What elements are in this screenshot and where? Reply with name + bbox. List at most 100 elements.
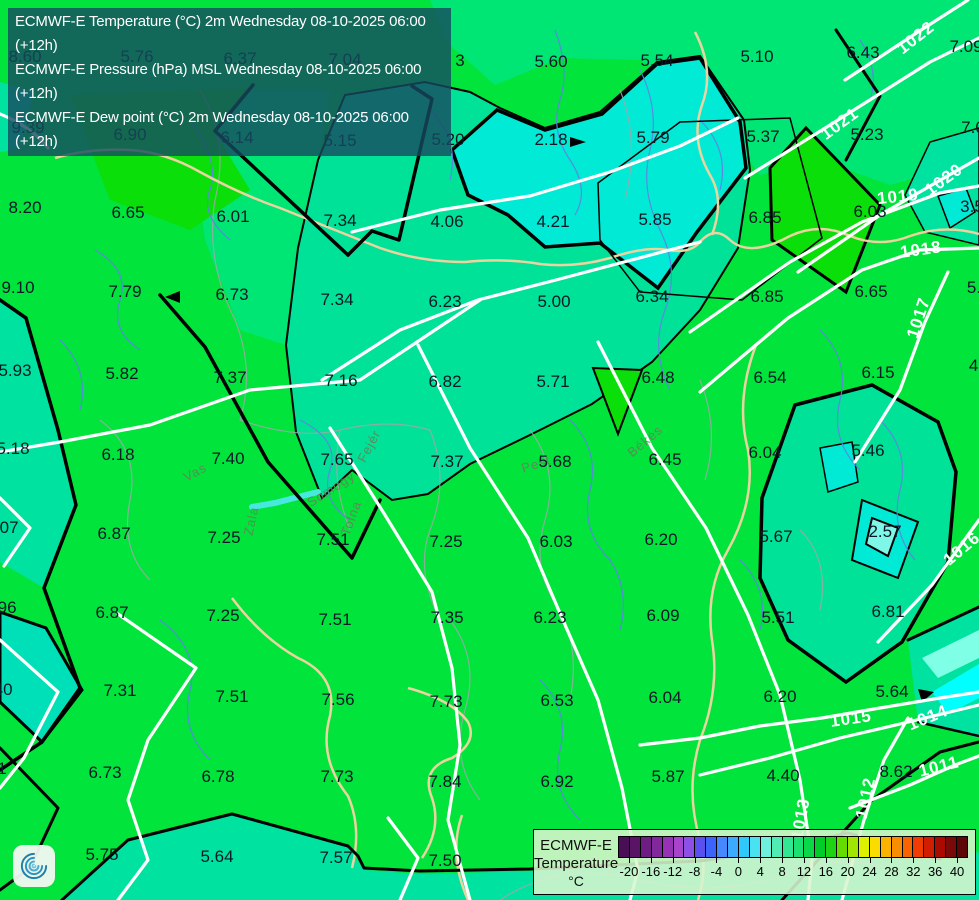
dewpoint-value-label: 7.56 (321, 690, 355, 709)
dewpoint-value-label: 6.87 (95, 603, 129, 622)
dewpoint-value-label: 8.62 (879, 762, 913, 781)
contour-arrows (165, 137, 934, 702)
legend-unit-label: °C (568, 873, 584, 889)
dewpoint-value-label: 7.65 (320, 450, 354, 469)
legend-color-cell (826, 837, 838, 857)
legend-tick-mark (672, 858, 674, 863)
legend-tick-mark (957, 858, 959, 863)
dewpoint-value-label: 1 (0, 759, 7, 778)
dewpoint-value-label: 6.87 (97, 524, 131, 543)
dewpoint-value-label: 3 (455, 51, 465, 70)
dewpoint-value-label: 6.92 (540, 772, 574, 791)
dewpoint-value-label: 7.37 (213, 368, 247, 387)
dewpoint-value-label: 5.67 (759, 527, 793, 546)
legend-color-cell (738, 837, 750, 857)
legend-tick-label: 36 (927, 864, 943, 879)
dewpoint-value-label: 6.73 (88, 763, 122, 782)
dewpoint-value-label: 6.03 (853, 202, 887, 221)
legend-color-cell (815, 837, 827, 857)
dewpoint-value-label: 7.50 (428, 851, 462, 870)
legend-color-cell (924, 837, 936, 857)
dewpoint-value-label: 7.73 (320, 767, 354, 786)
legend-color-cell (782, 837, 794, 857)
legend-tick-label: -8 (688, 864, 701, 879)
dewpoint-value-label: 6.82 (428, 372, 462, 391)
dewpoint-value-label: 4.06 (430, 212, 464, 231)
legend-tick-label: -4 (710, 864, 723, 879)
temperature-legend: ECMWF-E Temperature °C -20 -16 -12 -8 -4 0 4 8 1… (533, 829, 976, 895)
dewpoint-value-label: 3.5 (960, 197, 979, 216)
legend-tick-mark (847, 858, 849, 863)
legend-tick-label: 0 (734, 864, 742, 879)
legend-color-cell (684, 837, 696, 857)
dewpoint-value-label: 5.85 (638, 210, 672, 229)
legend-model-label: ECMWF-E (540, 837, 612, 854)
legend-color-cell (913, 837, 925, 857)
dewpoint-value-label: 6.54 (753, 368, 787, 387)
dewpoint-value-label: 7.40 (211, 449, 245, 468)
dewpoint-value-label: 5.87 (651, 767, 685, 786)
dewpoint-value-label: 7.73 (429, 692, 463, 711)
legend-color-cell (706, 837, 718, 857)
country-borders (54, 31, 979, 900)
legend-color-cell (793, 837, 805, 857)
dewpoint-value-label: 6.04 (748, 443, 782, 462)
dewpoint-value-label: 6.34 (635, 287, 669, 306)
dewpoint-value-label: 5.68 (538, 452, 572, 471)
legend-tick-mark (891, 858, 893, 863)
legend-tick-mark (628, 858, 630, 863)
legend-color-cell (935, 837, 947, 857)
legend-color-cell (760, 837, 772, 857)
dewpoint-value-label: 2.18 (534, 130, 568, 149)
legend-color-cell (673, 837, 685, 857)
legend-color-cell (728, 837, 739, 857)
legend-color-cell (837, 837, 849, 857)
dewpoint-value-label: 7.09 (949, 37, 979, 56)
dewpoint-value-label: 6.09 (646, 606, 680, 625)
legend-color-cell (662, 837, 674, 857)
dewpoint-value-label: 5.71 (536, 372, 570, 391)
dewpoint-value-label: 7.25 (207, 528, 241, 547)
legend-tick-label: 40 (949, 864, 965, 879)
legend-tick-mark (935, 858, 937, 863)
legend-color-cell (640, 837, 652, 857)
dewpoint-value-label: 5.82 (105, 364, 139, 383)
dewpoint-value-label: 5.75 (85, 845, 119, 864)
legend-color-cell (717, 837, 729, 857)
dewpoint-value-label: 7.51 (316, 530, 350, 549)
dewpoint-value-label: 5.64 (875, 682, 909, 701)
legend-color-cell (749, 837, 761, 857)
legend-color-cell (619, 837, 630, 857)
windy-logo[interactable] (13, 845, 55, 887)
legend-color-cell (880, 837, 892, 857)
dewpoint-value-label: 6.85 (750, 287, 784, 306)
dewpoint-value-label: 8.20 (8, 198, 42, 217)
legend-tick-label: 28 (884, 864, 899, 879)
dewpoint-value-label: 6.20 (644, 530, 678, 549)
lake-balaton (249, 489, 321, 510)
dewpoint-value-label: 4. (968, 356, 979, 375)
dewpoint-value-label: 7.79 (108, 282, 142, 301)
dewpoint-value-label: 6.65 (854, 282, 888, 301)
legend-tick-mark (913, 858, 915, 863)
dewpoint-value-label: 6.23 (428, 292, 462, 311)
legend-color-cell (848, 837, 859, 857)
dewpoint-value-label: 5.64 (200, 847, 234, 866)
legend-color-cell (695, 837, 707, 857)
layer-info-header: ECMWF-E Temperature (°C) 2m Wednesday 08… (8, 8, 451, 156)
dewpoint-value-label: 6.18 (101, 445, 135, 464)
dewpoint-value-label: 6.78 (201, 767, 235, 786)
dewpoint-value-label: 6.53 (540, 691, 574, 710)
dewpoint-value-label: 5.18 (0, 439, 30, 458)
dewpoint-value-label: 6.96 (0, 598, 17, 617)
dewpoint-value-label: 5.46 (851, 441, 885, 460)
dewpoint-value-label: 7.34 (320, 290, 354, 309)
legend-tick-mark (716, 858, 718, 863)
dewpoint-value-label: 5.37 (746, 127, 780, 146)
legend-tick-mark (694, 858, 696, 863)
legend-tick-label: -12 (663, 864, 683, 879)
dewpoint-value-label: 6.15 (861, 363, 895, 382)
legend-color-cell (891, 837, 903, 857)
legend-tick-mark (803, 858, 805, 863)
